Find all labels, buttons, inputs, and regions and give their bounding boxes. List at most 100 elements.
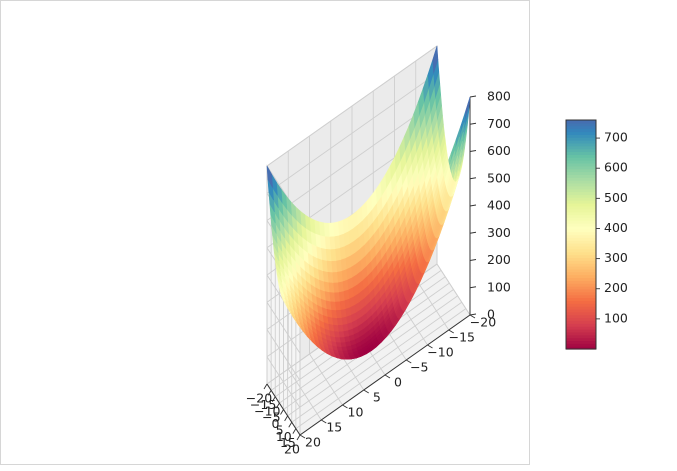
z-tick-label: 600 [487,143,511,158]
colorbar-tick-label: 300 [604,250,628,265]
x-tick-mark [288,422,293,428]
colorbar-segment [566,145,596,150]
colorbar-segment [566,200,596,204]
colorbar-segment [566,214,596,218]
colorbar-segment [566,134,596,138]
colorbar-segment [566,254,596,258]
colorbar-segment [566,317,596,321]
colorbar-segment [566,125,596,130]
y-tick-label: −15 [449,330,475,345]
colorbar-segment [566,303,596,307]
x-tick-label: 10 [276,429,292,444]
x-tick-mark [292,428,297,434]
colorbar-segment [566,288,596,293]
x-tick-label: −20 [246,391,272,406]
grid-line-z [266,302,301,354]
colorbar-segment [566,194,596,198]
colorbar-segment [566,120,596,124]
colorbar-segment [566,203,596,207]
colorbar-segment [566,185,596,190]
z-tick-mark [469,286,477,289]
colorbar-segment [566,220,596,224]
colorbar-segment [566,323,596,327]
colorbar: 100 200 300 400 500 600 700 [565,119,628,350]
colorbar-segment [566,337,596,342]
z-tick-mark [469,313,477,316]
colorbar-outline [565,119,597,350]
colorbar-segment [566,162,596,167]
colorbar-segment [566,308,596,313]
y-tick-label: −20 [470,315,496,330]
colorbar-segment [566,248,596,253]
x-tick-label: 20 [284,442,300,457]
x-tick-mark [275,402,280,409]
colorbar-segment [566,182,596,187]
x-tick-label: 15 [280,435,296,450]
colorbar-segment [566,260,596,264]
colorbar-segment [566,168,596,173]
colorbar-segment [566,306,596,310]
colorbar-segment [566,197,596,201]
colorbar-segment [566,328,596,333]
colorbar-segment [566,346,596,350]
colorbar-segment [566,326,596,330]
colorbar-segment [566,286,596,290]
grid-line-z [266,356,301,408]
grid-line-y [436,263,471,316]
grid-line-y [415,278,450,331]
colorbar-segment [566,234,596,238]
z-tick-label: 200 [487,252,511,267]
y-tick-mark [342,404,348,409]
colorbar-segment [566,245,596,250]
x-tick-mark [284,415,289,422]
colorbar-segment [566,331,596,336]
colorbar-segment [566,165,596,170]
colorbar-segment [566,228,596,233]
z-tick-mark [469,150,477,152]
y-tick-mark [469,314,476,319]
colorbar-segment [566,205,596,210]
y-tick-label: −5 [410,360,428,375]
x-tick-label: 0 [272,416,280,431]
x-tick-mark [263,383,268,390]
colorbar-segment [566,257,596,261]
axes-3d: −20−15−10−505101520−20−15−10−50510152001… [246,45,511,457]
colorbar-segment [566,343,596,347]
colorbar-segment [566,340,596,344]
x-tick-mark [280,409,284,415]
y-tick-label: 5 [373,390,381,405]
grid-line-z [266,329,301,381]
colorbar-segment [566,280,596,284]
z-tick-label: 800 [487,89,511,104]
colorbar-segment [566,297,596,301]
z-tick-label: 400 [487,198,511,213]
colorbar-segment [566,148,596,153]
x-tick-label: 5 [276,422,284,437]
colorbar-segment [566,191,596,196]
colorbar-segment [566,268,596,273]
colorbar-segment [566,334,596,339]
colorbar-segment [566,137,596,141]
y-tick-label: −10 [427,345,453,360]
y-tick-mark [406,359,412,364]
y-tick-mark [427,344,433,349]
colorbar-segment [566,271,596,276]
colorbar-segment [566,240,596,244]
surface-patch [266,165,273,188]
colorbar-segment [566,283,596,287]
x-tick-mark [267,390,272,396]
grid-line-y [309,353,343,406]
colorbar-segment [566,157,596,161]
x-tick-label: −5 [262,410,280,425]
colorbar-segment [566,231,596,236]
z-tick-mark [469,177,477,180]
colorbar-segment [566,160,596,164]
y-tick-mark [448,329,454,334]
z-tick-label: 500 [487,170,511,185]
y-tick-label: 10 [348,405,364,420]
colorbar-segment [566,174,596,178]
y-tick-label: 0 [394,375,402,390]
colorbar-segment [566,122,596,127]
colorbar-tick-label: 700 [604,130,628,145]
